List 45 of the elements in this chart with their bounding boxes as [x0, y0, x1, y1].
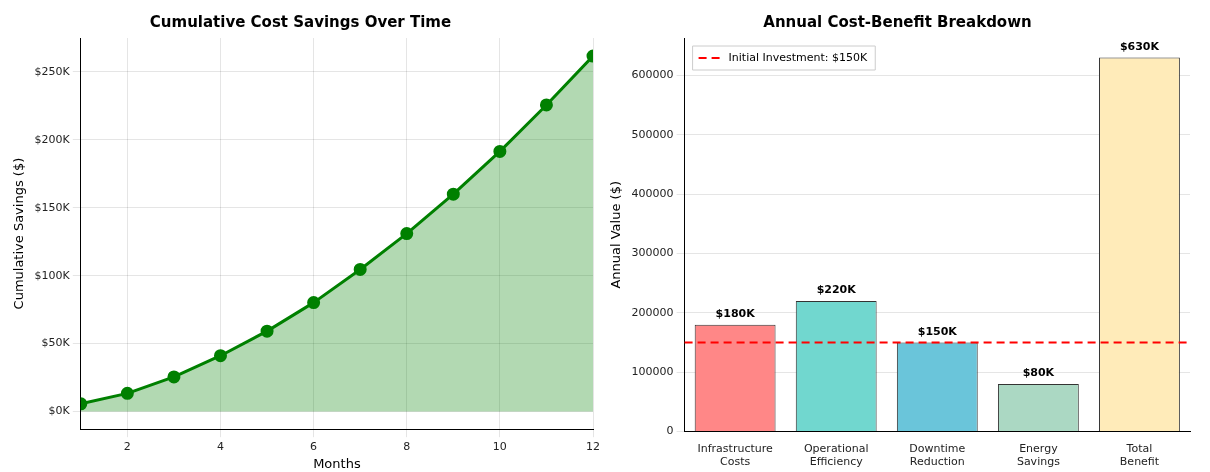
y-tick-label: 600000	[631, 68, 674, 82]
y-tick-label: $100K	[34, 268, 71, 282]
x-tick-label: Infrastructure Costs	[697, 442, 773, 469]
point	[400, 227, 414, 241]
point	[260, 324, 274, 338]
y-tick-label: 500000	[631, 127, 674, 141]
x-tick-label: 2	[123, 439, 131, 453]
x-tick-label: 10	[492, 439, 507, 453]
x-tick-label: 12	[586, 439, 600, 453]
point	[307, 296, 321, 310]
data-label: $180K	[715, 307, 756, 321]
x-tick-label: Downtime Reduction	[909, 442, 966, 469]
x-tick-label: 6	[310, 439, 318, 453]
y-axis-title: Annual Value ($)	[608, 181, 624, 289]
data-label: $150K	[917, 324, 958, 338]
point	[493, 144, 507, 158]
y-tick-label: 400000	[631, 186, 674, 200]
y-tick-label: 200000	[631, 305, 674, 319]
data-label: $80K	[1022, 366, 1055, 380]
y-tick-label: 300000	[631, 246, 674, 260]
y-tick-label: 100000	[631, 365, 674, 379]
x-tick-label: Total Benefit	[1119, 442, 1160, 469]
point	[539, 98, 553, 112]
x-axis-title: Months	[313, 455, 361, 471]
point	[120, 386, 134, 400]
point	[353, 262, 367, 276]
x-tick-label: 4	[217, 439, 224, 453]
point	[214, 349, 227, 363]
x-tick-label: Operational Efficiency	[803, 442, 869, 469]
data-label: $220K	[816, 283, 857, 297]
legend-label: Initial Investment: $150K	[728, 50, 869, 64]
chart-title: Cumulative Cost Savings Over Time	[149, 12, 452, 31]
y-tick-label: $50K	[41, 336, 71, 350]
data-label: $630K	[1119, 39, 1160, 53]
y-tick-label: $250K	[34, 64, 71, 78]
y-axis-title: Cumulative Savings ($)	[11, 157, 27, 310]
y-tick-label: $200K	[34, 132, 71, 146]
x-tick-label: Energy Savings	[1016, 442, 1061, 469]
x-tick-label: 8	[403, 439, 411, 453]
point	[167, 370, 181, 384]
y-tick-label: 0	[666, 424, 674, 438]
y-tick-label: $150K	[34, 200, 71, 214]
point	[446, 187, 460, 201]
chart-title: Annual Cost-Benefit Breakdown	[763, 12, 1032, 31]
y-tick-label: $0K	[48, 404, 71, 418]
